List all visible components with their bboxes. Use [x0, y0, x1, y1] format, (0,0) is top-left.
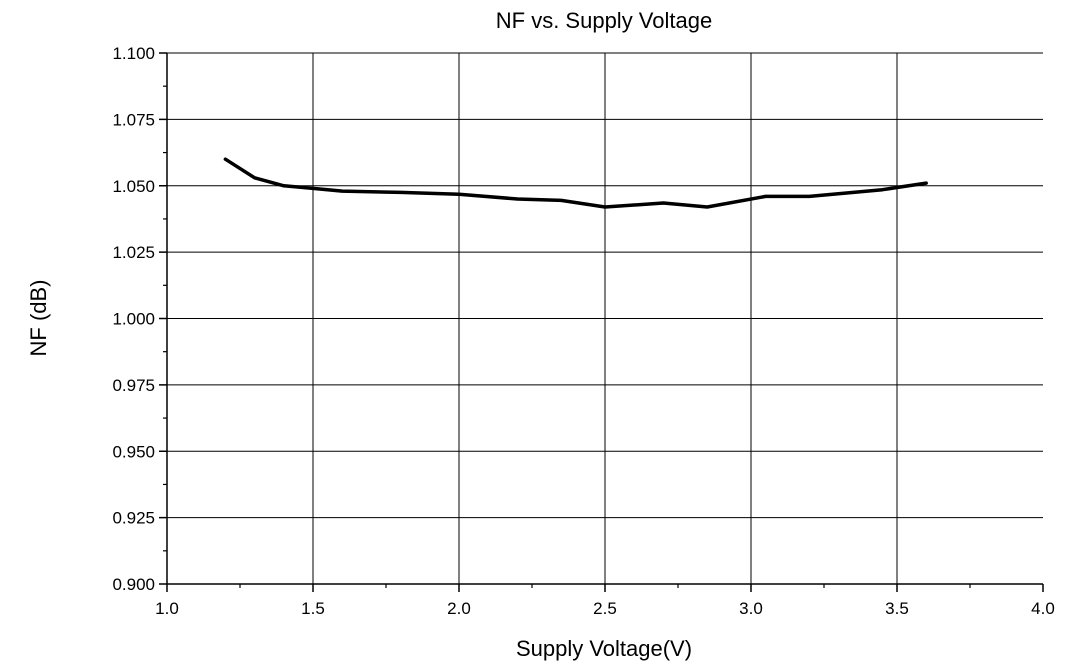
grid	[167, 52, 1043, 584]
y-tick-label: 0.975	[112, 376, 155, 395]
y-tick-label: 1.075	[112, 110, 155, 129]
x-tick-label: 3.0	[739, 599, 763, 618]
x-tick-label: 3.5	[885, 599, 909, 618]
x-tick-label: 2.5	[593, 599, 617, 618]
y-tick-label: 0.900	[112, 575, 155, 594]
x-tick-label: 2.0	[447, 599, 471, 618]
x-tick-label: 4.0	[1031, 599, 1055, 618]
y-tick-labels: 0.900 0.925 0.950 0.975 1.000 1.025 1.050 1.075…	[112, 44, 155, 594]
x-axis-label: Supply Voltage(V)	[516, 636, 692, 661]
y-tick-label: 1.025	[112, 243, 155, 262]
y-tick-label: 0.950	[112, 442, 155, 461]
x-tick-labels: 1.0 1.5 2.0 2.5 3.0 3.5 4.0	[155, 599, 1055, 618]
series-group	[223, 157, 928, 209]
series-line	[223, 157, 928, 209]
y-tick-label: 0.925	[112, 509, 155, 528]
y-tick-label: 1.100	[112, 44, 155, 63]
axes	[159, 52, 1044, 592]
x-tick-label: 1.0	[155, 599, 179, 618]
x-tick-label: 1.5	[301, 599, 325, 618]
y-tick-label: 1.000	[112, 310, 155, 329]
y-axis-label: NF (dB)	[26, 280, 51, 357]
chart-title: NF vs. Supply Voltage	[496, 8, 712, 33]
y-tick-label: 1.050	[112, 177, 155, 196]
